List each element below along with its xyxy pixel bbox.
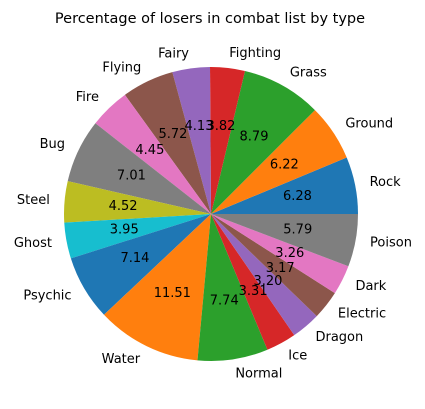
slice-label-poison: Poison [370,236,412,251]
slice-value-water: 11.51 [154,286,191,301]
slice-value-grass: 8.79 [240,129,269,144]
slice-value-psychic: 7.14 [120,251,149,266]
pie-slice-dark [211,214,349,294]
pie-slice-rock [211,157,358,214]
pie-slice-ice [211,214,295,350]
slice-value-fire: 4.45 [135,143,164,158]
pie-slice-fairy [172,67,211,214]
slice-label-fire: Fire [76,90,99,105]
slice-label-electric: Electric [338,307,386,322]
pie-slice-ground [211,110,347,214]
pie-slice-steel [63,181,211,223]
pie-labels: Rock 6.28 Ground 6.22 Grass 8.79 Fighting 3.82 F… [14,46,412,382]
slice-label-ground: Ground [345,117,393,132]
pie-slice-flying [124,72,211,214]
slice-label-fighting: Fighting [229,46,281,61]
pie-slice-water [103,214,211,361]
slice-value-bug: 7.01 [117,168,146,183]
slice-label-water: Water [102,352,141,367]
pie-slice-fire [95,94,211,214]
slice-label-normal: Normal [235,366,282,381]
slice-value-flying: 5.72 [158,127,187,142]
slice-value-ice: 3.31 [239,284,268,299]
slice-value-poison: 5.79 [283,222,312,237]
slice-label-grass: Grass [290,65,327,80]
slice-value-rock: 6.28 [283,189,312,204]
slice-value-dark: 3.26 [275,246,304,261]
slice-label-rock: Rock [370,175,402,190]
slice-value-electric: 3.17 [266,261,295,276]
slice-label-ghost: Ghost [14,236,52,251]
slice-label-dark: Dark [355,279,386,294]
slice-label-psychic: Psychic [23,288,71,303]
pie-slice-fighting [210,66,245,214]
slice-value-ghost: 3.95 [110,223,139,238]
slice-value-fairy: 4.13 [185,119,214,134]
slice-label-bug: Bug [40,137,65,152]
pie-slices [63,66,358,361]
slice-label-ice: Ice [288,349,307,364]
pie-slice-dragon [211,214,317,336]
pie-slice-psychic [70,214,212,315]
slice-value-ground: 6.22 [270,157,299,172]
slice-label-fairy: Fairy [158,46,189,61]
pie-slice-poison [211,214,358,267]
slice-label-flying: Flying [102,61,141,76]
pie-slice-grass [211,70,315,214]
chart-title: Percentage of losers in combat list by t… [55,11,365,27]
slice-label-dragon: Dragon [315,330,363,345]
pie-slice-electric [211,214,335,317]
pie-slice-normal [197,214,268,361]
slice-value-normal: 7.74 [210,294,239,309]
slice-value-steel: 4.52 [109,199,138,214]
pie-slice-ghost [64,214,212,259]
pie-slice-bug [67,123,211,214]
slice-value-fighting: 3.82 [206,119,235,134]
slice-value-dragon: 3.20 [254,274,283,289]
slice-label-steel: Steel [17,193,50,208]
